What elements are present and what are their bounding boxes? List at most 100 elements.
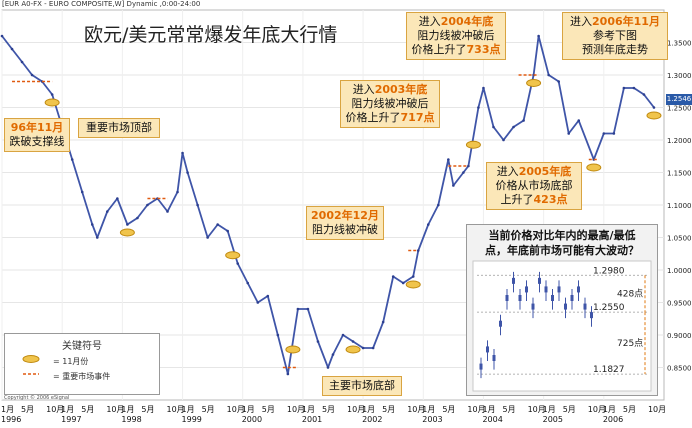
price-point (216, 223, 219, 226)
x-tick-year-label: 2003 (422, 415, 443, 424)
x-tick-label: 10月 (527, 405, 546, 414)
y-tick-label: 1.2000 (667, 137, 692, 145)
x-tick-year-label: 1997 (61, 415, 82, 424)
x-tick-label: 5月 (21, 405, 35, 414)
annotation-major-bottom: 主要市场底部 (322, 376, 402, 396)
price-point (522, 119, 525, 122)
price-point (176, 190, 179, 194)
x-tick-label: 5月 (141, 405, 155, 414)
price-point (492, 125, 495, 129)
price-point (20, 60, 24, 64)
x-tick-label: 1月 (181, 405, 195, 414)
copyright: Copyright © 2006 eSignal (4, 395, 70, 401)
price-point (652, 106, 656, 109)
inset-candle-body (551, 295, 554, 301)
price-point (236, 262, 240, 265)
x-tick-label: 10月 (347, 405, 366, 414)
current-price-tag: 1.2546 (666, 94, 692, 105)
inset-candle-body (512, 277, 515, 284)
x-tick-year-label: 2004 (482, 415, 503, 424)
x-tick-year-label: 2005 (542, 415, 563, 424)
x-tick-label: 5月 (502, 405, 516, 414)
price-point (512, 125, 515, 129)
inset-candle-body (531, 303, 535, 310)
price-point (462, 171, 465, 174)
price-point (331, 353, 335, 356)
price-point (557, 80, 560, 83)
x-tick-label: 5月 (622, 405, 636, 414)
y-tick-label: 1.0000 (667, 267, 692, 275)
x-tick-label: 10月 (106, 405, 125, 414)
price-point (146, 203, 149, 207)
x-tick-year-label: 1999 (181, 415, 202, 424)
november-coin-icon (225, 251, 241, 260)
november-coin-icon (465, 140, 481, 149)
price-point (452, 184, 455, 187)
price-point (306, 307, 310, 311)
x-tick-label: 10月 (226, 405, 245, 414)
inset-candle-body (518, 295, 522, 301)
legend-item-november: = 11月份 (53, 357, 89, 366)
annotation-line: 参考下图 (593, 29, 637, 42)
price-point (286, 372, 290, 376)
price-point (70, 158, 74, 161)
x-tick-label: 5月 (382, 405, 396, 414)
x-tick-year-label: 2002 (362, 415, 383, 424)
price-point (196, 203, 199, 207)
november-coin-icon (44, 98, 60, 107)
annotation-line: 进入2003年底 (352, 83, 428, 96)
price-point (10, 47, 14, 51)
annotation-line: 重要市场顶部 (86, 121, 152, 134)
price-point (90, 223, 94, 226)
x-tick-label: 10月 (407, 405, 426, 414)
y-tick-label: 0.8500 (667, 365, 692, 373)
inset-candle-body (505, 295, 509, 301)
inset-question-line: 点，年底前市场可能有大波动？ (485, 244, 639, 257)
inset-candle-body (557, 286, 561, 293)
x-tick-label: 1月 (121, 405, 135, 414)
x-tick-label: 5月 (442, 405, 456, 414)
y-tick-label: 1.1500 (667, 170, 692, 178)
price-point (642, 93, 646, 96)
november-coin-icon (405, 280, 421, 289)
price-point (256, 301, 260, 304)
price-point (567, 132, 571, 135)
annotation-2006: 进入2006年11月 参考下图 预测年底走势 (562, 12, 668, 60)
price-point (80, 190, 84, 194)
x-tick-label: 10月 (647, 405, 667, 414)
x-tick-label: 1月 (241, 405, 255, 414)
legend-title: 关键符号 (62, 341, 102, 352)
november-coin-icon (526, 79, 542, 87)
annotation-line: 进入2006年11月 (570, 15, 660, 28)
price-point (181, 151, 184, 155)
price-point (477, 106, 480, 109)
annotation-line: 跌破支撑线 (9, 135, 65, 148)
chart-header: [EUR A0-FX - EURO COMPOSITE,W] Dynamic ,… (2, 0, 201, 8)
legend-item-event: = 重要市场事件 (53, 372, 111, 381)
price-point (351, 340, 355, 343)
x-tick-year-label: 2001 (301, 415, 323, 424)
x-tick-label: 1月 (482, 405, 496, 414)
price-point (411, 275, 415, 278)
inset-question-line: 当前价格对比年内的最高/最低 (488, 229, 636, 242)
price-point (50, 93, 54, 96)
annotation-line: 价格上升了733点 (411, 43, 501, 56)
x-tick-label: 10月 (286, 405, 306, 414)
price-point (95, 236, 99, 239)
x-tick-label: 5月 (81, 405, 95, 414)
inset-range-label: 725点 (617, 338, 643, 349)
inset-chart: 1.2980 1.2550 1.1827 428点 725点 (472, 260, 652, 392)
price-point (106, 210, 109, 213)
price-point (226, 229, 229, 233)
price-point (166, 210, 169, 213)
price-point (206, 236, 209, 239)
price-point (547, 73, 550, 77)
price-point (0, 34, 4, 38)
price-point (401, 281, 405, 285)
inset-candle-body (479, 363, 483, 370)
price-point (577, 119, 581, 122)
annotation-2005: 进入2005年底 价格从市场底部 上升了423点 (486, 162, 582, 210)
y-tick-label: 1.1000 (667, 202, 692, 210)
annotation-line: 价格从市场底部 (495, 179, 573, 192)
x-tick-label: 1月 (542, 405, 556, 414)
